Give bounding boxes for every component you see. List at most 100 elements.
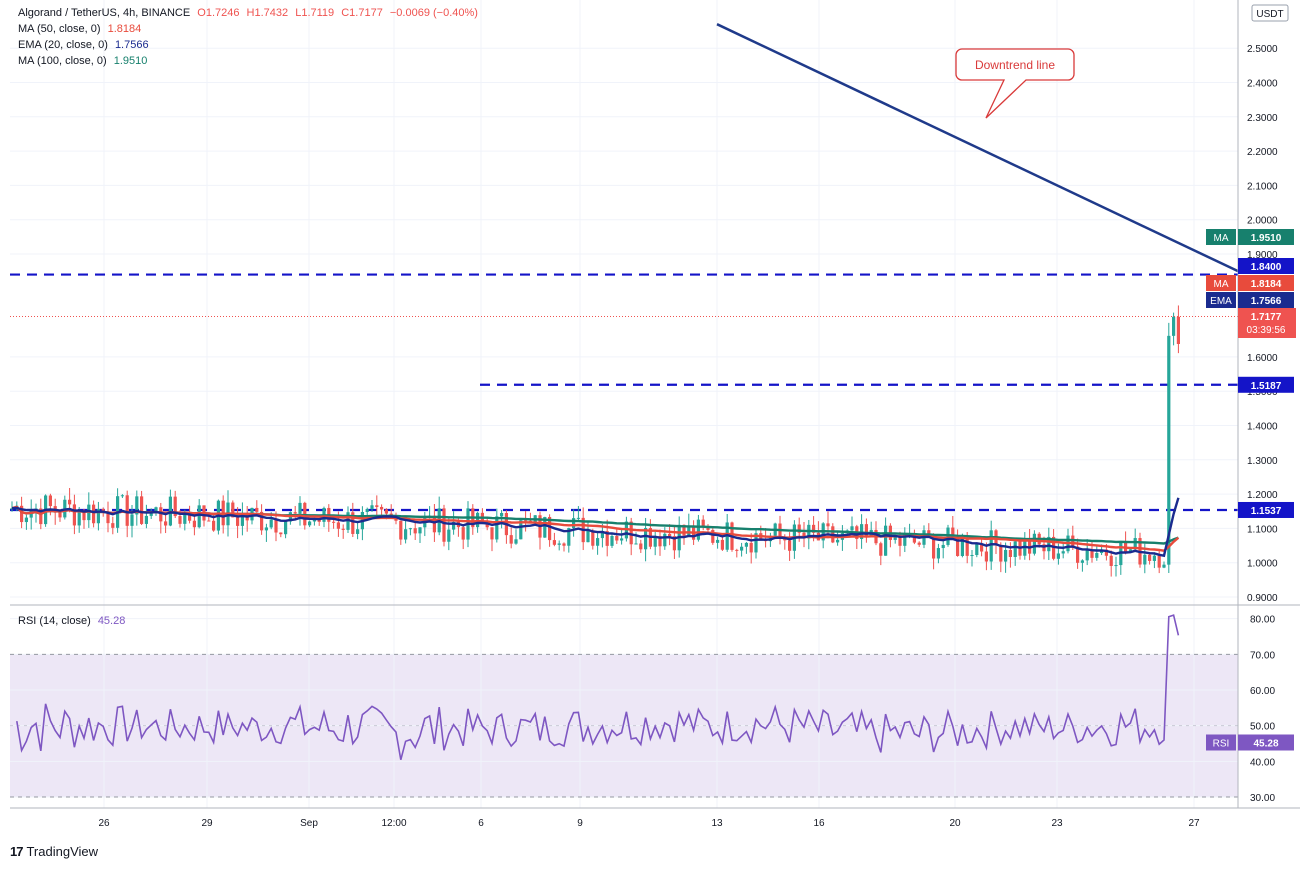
time-tick-label: 27 [1188, 818, 1200, 829]
candle-body [274, 519, 278, 533]
candle-body [236, 517, 240, 526]
candle-body [1095, 553, 1099, 558]
ma50-badge-tag: MA [1214, 279, 1229, 290]
candle-body [341, 528, 345, 530]
candle-body [1167, 335, 1171, 565]
rsi-badge-value: 45.28 [1253, 738, 1278, 749]
candle-body [207, 520, 211, 522]
time-tick-label: 9 [577, 818, 583, 829]
candle-body [279, 532, 283, 535]
candle-body [576, 517, 580, 519]
candle-body [941, 544, 945, 549]
ohlc-change: −0.0069 (−0.40%) [389, 7, 478, 19]
price-badges: MA 1.9510 1.8400 MA 1.8184 EMA 1.7566 1.7177 03:… [1206, 229, 1296, 751]
candle-body [644, 528, 648, 550]
tradingview-logo[interactable]: 17 TradingView [10, 844, 98, 859]
rsi-line [16, 614, 1180, 761]
candle-body [308, 521, 312, 526]
rsi-label: RSI (14, close) [18, 615, 91, 627]
time-tick-label: 6 [478, 818, 484, 829]
candle-body [154, 507, 158, 512]
candle-body [600, 531, 604, 539]
candle-body [298, 502, 302, 514]
symbol-title: Algorand / TetherUS, 4h, BINANCE [18, 7, 191, 19]
currency-label: USDT [1256, 9, 1283, 20]
candle-body [514, 539, 518, 544]
ma50-value: 1.8184 [107, 23, 142, 35]
candle-body [893, 536, 897, 540]
candle-body [1008, 549, 1012, 557]
ema20-badge-tag-box [1206, 292, 1236, 308]
level-mid-badge-box [1238, 376, 1294, 393]
countdown-value: 03:39:56 [1247, 325, 1286, 336]
candles [10, 305, 1180, 577]
candle-body [586, 530, 590, 543]
ma100-badge-tag: MA [1214, 233, 1229, 244]
candle-body [92, 504, 96, 524]
candle-body [101, 508, 105, 512]
candle-body [1152, 555, 1156, 561]
ma50-badge-box [1238, 275, 1294, 291]
ma100-badge-box [1238, 229, 1294, 245]
candle-body [567, 528, 571, 546]
price-tick-label: 1.4000 [1247, 422, 1278, 433]
rsi-tick-label: 40.00 [1250, 757, 1275, 768]
candle-body [48, 495, 52, 507]
candle-body [543, 516, 547, 538]
ema20-badge-box [1238, 292, 1294, 308]
candle-body [332, 521, 336, 523]
candle-body [951, 527, 955, 539]
candle-body [120, 495, 124, 497]
candle-body [212, 520, 216, 531]
price-tick-label: 2.5000 [1247, 44, 1278, 55]
ma50-badge-tag-box [1206, 275, 1236, 291]
candle-body [812, 524, 816, 533]
time-tick-label: 12:00 [381, 818, 406, 829]
candle-body [29, 510, 33, 518]
candle-body [1061, 551, 1065, 554]
time-tick-label: Sep [300, 818, 318, 829]
candle-body [711, 529, 715, 543]
candle-body [552, 540, 556, 545]
candle-body [980, 544, 984, 552]
candle-body [293, 512, 297, 514]
price-tick-label: 2.1000 [1247, 181, 1278, 192]
candle-body [1090, 549, 1094, 558]
last-price-box [1238, 308, 1296, 338]
candle-body [1076, 546, 1080, 563]
candle-body [77, 510, 81, 526]
candle-body [999, 545, 1003, 562]
candle-body [418, 527, 422, 534]
downtrend-annotation: Downtrend line [955, 48, 1075, 119]
candle-body [629, 521, 633, 545]
candle-body [658, 536, 662, 547]
price-tick-label: 2.4000 [1247, 79, 1278, 90]
candle-body [1128, 549, 1132, 553]
candle-body [168, 496, 172, 526]
candle-body [663, 533, 667, 547]
candle-body [1109, 555, 1113, 566]
candle-body [317, 519, 321, 522]
time-tick-label: 13 [711, 818, 723, 829]
candle-body [1085, 549, 1089, 561]
candle-body [192, 520, 196, 528]
candle-body [826, 523, 830, 527]
candle-body [509, 535, 513, 544]
candle-body [932, 535, 936, 559]
candle-body [10, 508, 14, 510]
candle-body [1143, 554, 1147, 565]
ma50-badge-value: 1.8184 [1251, 279, 1282, 290]
candle-body [140, 496, 144, 524]
candle-body [173, 496, 177, 517]
candle-body [447, 529, 451, 542]
candle-body [1133, 538, 1137, 550]
candle-body [312, 519, 316, 522]
candle-body [740, 546, 744, 551]
candle-body [365, 508, 369, 513]
candle-body [1032, 533, 1036, 554]
candle-body [668, 533, 672, 537]
candle-body [96, 508, 100, 524]
candle-body [284, 521, 288, 535]
candle-body [965, 538, 969, 556]
